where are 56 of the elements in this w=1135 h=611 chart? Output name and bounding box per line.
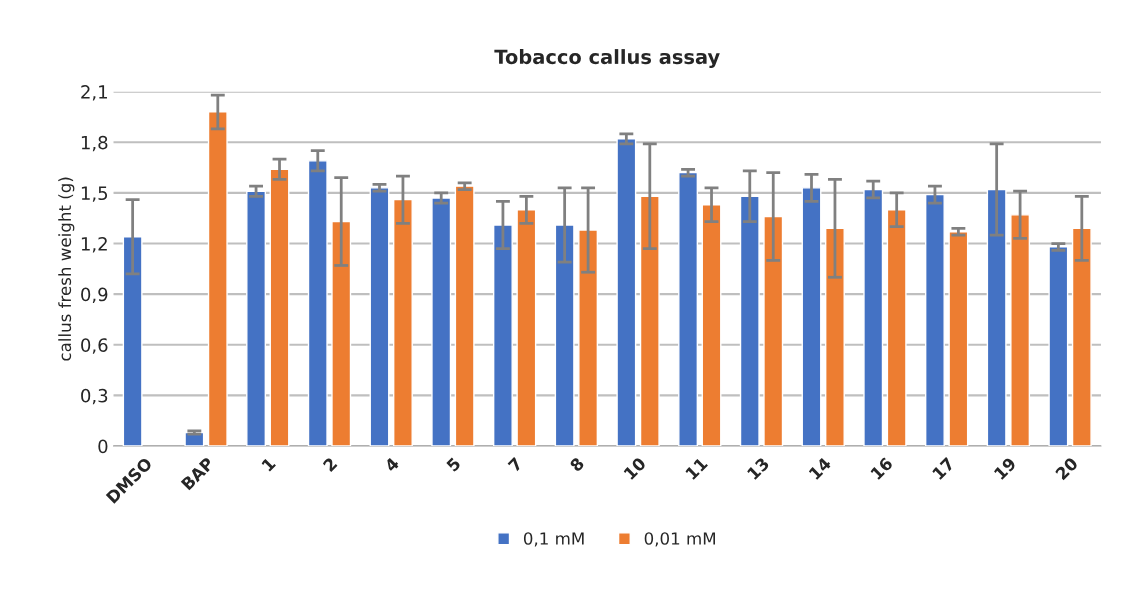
x-tick-label: 1 [261, 456, 276, 472]
bar [924, 193, 945, 447]
y-tick-label: 1,5 [81, 186, 108, 202]
bar [701, 204, 722, 447]
bar [516, 209, 537, 447]
x-tick-label: 19 [993, 456, 1017, 480]
bar [986, 188, 1007, 447]
bar [948, 231, 969, 447]
y-tick-label: 0 [98, 439, 108, 454]
bar [1048, 246, 1069, 447]
x-tick-label: 17 [931, 457, 955, 480]
bar [863, 188, 884, 447]
x-tick-label: 4 [383, 456, 400, 473]
bar [331, 220, 352, 447]
x-tick-label: 2 [322, 456, 338, 472]
legend-label: 0,1 mM [523, 532, 584, 547]
x-tick-label: 16 [870, 456, 894, 480]
bar [269, 168, 290, 447]
x-tick-label: 13 [746, 456, 770, 480]
bar [246, 190, 267, 447]
bar [739, 195, 760, 447]
bar [554, 224, 575, 447]
bar [392, 198, 413, 447]
bar [763, 215, 784, 447]
bar [886, 209, 907, 447]
bar [825, 227, 845, 447]
bar [678, 171, 699, 447]
x-tick-label: 8 [569, 456, 585, 473]
y-axis-title: callus fresh weight (g) [58, 177, 75, 361]
legend-label: 0,01 mM [644, 532, 715, 547]
bar [454, 185, 475, 447]
bar [616, 138, 637, 447]
y-tick-label: 0,6 [81, 338, 108, 354]
bar [1071, 227, 1092, 447]
y-tick-label: 0,9 [81, 287, 108, 304]
x-tick-label: 10 [623, 456, 647, 480]
y-tick-label: 1,8 [81, 135, 108, 152]
bar [307, 160, 328, 447]
bar [122, 236, 143, 447]
y-tick-label: 2,1 [81, 85, 107, 101]
x-tick-label: 7 [507, 457, 523, 473]
x-tick-label: 20 [1054, 456, 1079, 481]
bar [578, 229, 599, 447]
bar [431, 197, 452, 447]
x-tick-label: 11 [685, 456, 708, 480]
y-tick-label: 1,2 [81, 236, 107, 253]
chart-title: Tobacco callus assay [494, 49, 720, 69]
bar [801, 187, 822, 447]
x-tick-label: 5 [446, 456, 462, 473]
bar [207, 111, 228, 447]
bar [639, 195, 660, 447]
x-tick-label: 14 [808, 456, 832, 480]
y-tick-label: 0,3 [81, 388, 108, 405]
bar [369, 187, 390, 447]
bar [492, 224, 513, 447]
bar [1010, 214, 1031, 447]
